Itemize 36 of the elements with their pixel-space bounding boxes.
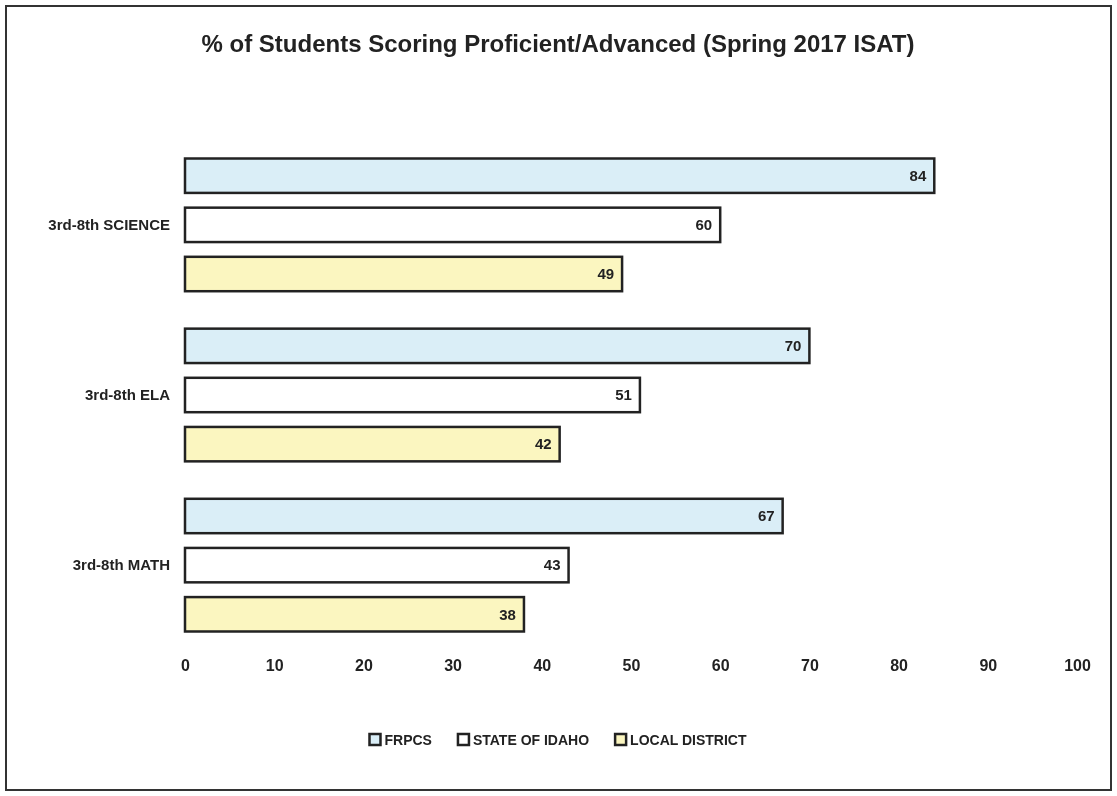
x-tick-label: 40: [533, 657, 552, 675]
x-tick-label: 20: [355, 657, 373, 675]
x-tick-label: 30: [444, 657, 463, 675]
bar: [183, 157, 936, 195]
data-label: 84: [909, 166, 927, 184]
bar: [183, 255, 624, 293]
x-tick-label: 100: [1064, 657, 1091, 675]
legend-label: FRPCS: [384, 731, 432, 748]
x-tick-label: 60: [711, 657, 730, 675]
data-label: 43: [543, 556, 561, 574]
data-label: 51: [615, 386, 632, 404]
bar: [183, 546, 570, 584]
x-tick-label: 70: [801, 657, 819, 675]
x-tick-label: 0: [181, 657, 191, 675]
data-label: 67: [757, 507, 775, 525]
legend-label: LOCAL DISTRICT: [630, 731, 747, 748]
bar: [183, 327, 811, 365]
x-tick-label: 80: [890, 657, 909, 675]
bar: [183, 376, 642, 414]
data-label: 49: [597, 265, 615, 283]
bar: [183, 206, 722, 244]
data-label: 38: [499, 605, 516, 623]
data-label: 42: [534, 435, 552, 453]
y-tick-label: 3rd-8th SCIENCE: [48, 215, 170, 233]
y-tick-label: 3rd-8th MATH: [72, 555, 170, 573]
bar: [183, 595, 526, 633]
y-tick-label: 3rd-8th ELA: [84, 385, 171, 403]
legend-label: STATE OF IDAHO: [472, 731, 590, 748]
data-label: 70: [784, 337, 802, 355]
x-tick-label: 10: [265, 657, 284, 675]
bar: [183, 425, 561, 463]
x-tick-label: 50: [622, 657, 641, 675]
chart-title: % of Students Scoring Proficient/Advanced (Spring 2017 ISAT): [201, 30, 915, 57]
bar: [183, 497, 784, 535]
data-label: 60: [695, 216, 713, 234]
x-tick-label: 90: [979, 657, 998, 675]
